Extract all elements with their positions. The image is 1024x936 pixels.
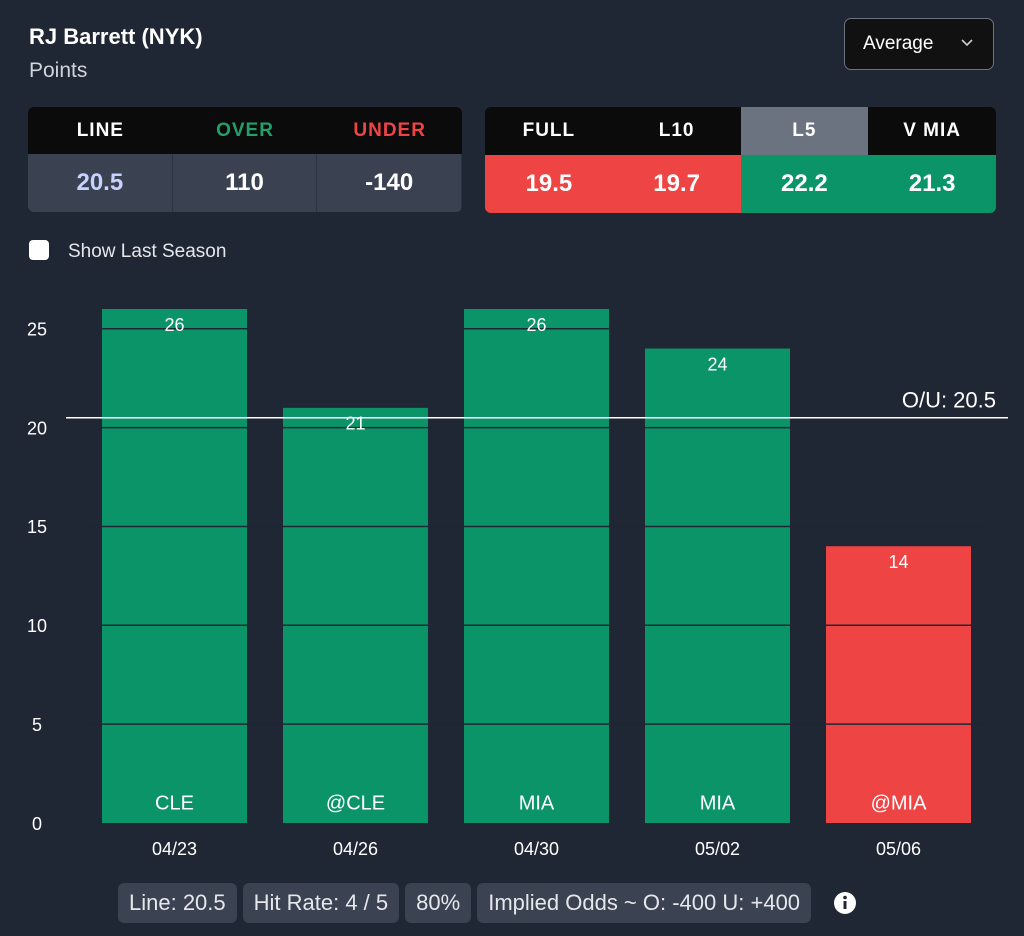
bar — [102, 309, 247, 823]
footer-pill: Line: 20.5 — [118, 883, 237, 923]
table-column: LINE 20.5 — [28, 107, 173, 212]
column-header: V MIA — [868, 107, 996, 155]
table-column: UNDER -140 — [317, 107, 462, 212]
y-tick-label: 0 — [32, 814, 42, 834]
y-tick-label: 25 — [27, 320, 47, 340]
bar — [283, 407, 428, 823]
footer-pill: Implied Odds ~ O: -400 U: +400 — [477, 883, 812, 923]
column-header: OVER — [172, 107, 318, 154]
value-label: 26 — [164, 315, 184, 335]
cell-value: 19.5 — [485, 155, 613, 213]
cell-value: 22.2 — [740, 155, 869, 213]
dropdown[interactable]: Average — [844, 18, 994, 70]
x-tick-label: 05/06 — [876, 839, 921, 859]
column-header: L5 — [740, 107, 869, 155]
x-tick-label: 04/23 — [152, 839, 197, 859]
column-header: FULL — [485, 107, 613, 155]
value-label: 14 — [888, 552, 908, 572]
opponent-label: MIA — [519, 792, 555, 814]
cell-value: 110 — [172, 154, 318, 212]
ou-label: O/U: 20.5 — [902, 388, 996, 413]
column-header: L10 — [612, 107, 741, 155]
value-label: 26 — [526, 315, 546, 335]
cell-value: 21.3 — [868, 155, 996, 213]
info-icon[interactable] — [817, 891, 857, 915]
bar — [826, 546, 971, 823]
checkbox-label: Show Last Season — [68, 241, 227, 262]
stat-name: Points — [29, 59, 88, 82]
footer-pill: Hit Rate: 4 / 5 — [242, 883, 400, 923]
y-tick-label: 10 — [27, 616, 47, 636]
footer-pill: 80% — [405, 883, 472, 923]
bar — [645, 348, 790, 823]
dropdown-label: Average — [863, 33, 934, 54]
table-column: OVER 110 — [172, 107, 318, 212]
table-column[interactable]: V MIA 21.3 — [868, 107, 996, 213]
cell-value: 20.5 — [28, 154, 173, 212]
column-header: UNDER — [317, 107, 462, 154]
odds-table: LINE 20.5 OVER 110 UNDER -140 — [28, 107, 462, 212]
opponent-label: @CLE — [326, 792, 385, 814]
x-tick-label: 05/02 — [695, 839, 740, 859]
cell-value: -140 — [317, 154, 462, 212]
column-header: LINE — [28, 107, 173, 154]
cell-value: 19.7 — [612, 155, 741, 213]
footer: Line: 20.5 Hit Rate: 4 / 5 80% Implied Odds… — [118, 883, 857, 923]
x-tick-label: 04/26 — [333, 839, 378, 859]
checkbox[interactable] — [29, 240, 49, 260]
bar — [464, 309, 609, 823]
splits-table: FULL 19.5 L10 19.7 L5 22.2 V MIA 21.3 — [485, 107, 996, 213]
player-name: RJ Barrett (NYK) — [29, 24, 203, 49]
table-column[interactable]: L10 19.7 — [612, 107, 741, 213]
opponent-label: @MIA — [871, 792, 928, 814]
value-label: 24 — [707, 354, 727, 374]
opponent-label: CLE — [155, 792, 194, 814]
table-column[interactable]: L5 22.2 — [740, 107, 869, 213]
opponent-label: MIA — [700, 792, 736, 814]
y-tick-label: 5 — [32, 715, 42, 735]
x-tick-label: 04/30 — [514, 839, 559, 859]
y-tick-label: 20 — [27, 418, 47, 438]
chevron — [961, 39, 973, 47]
value-label: 21 — [345, 414, 365, 434]
y-tick-label: 15 — [27, 517, 47, 537]
table-column[interactable]: FULL 19.5 — [485, 107, 613, 213]
